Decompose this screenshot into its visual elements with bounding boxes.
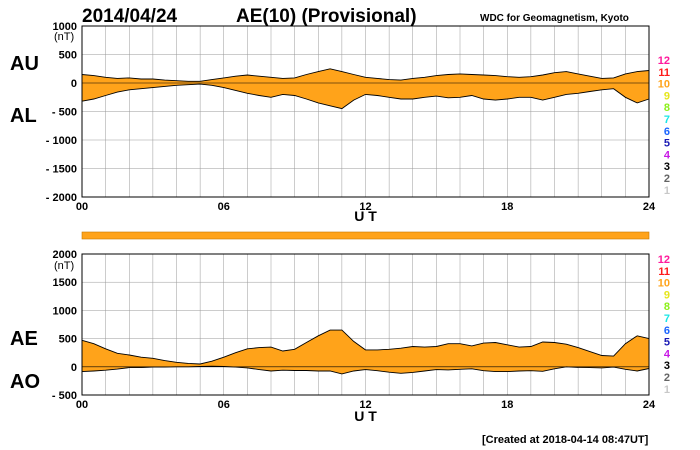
ao-label: AO — [10, 371, 40, 393]
scale-legend-item: 3 — [664, 161, 670, 173]
x-tick-label: 06 — [218, 201, 230, 213]
x-tick-label: 12 — [359, 201, 371, 213]
scale-legend-item: 6 — [664, 325, 670, 337]
status-band — [81, 231, 650, 240]
y-tick-label: 1000 — [53, 305, 77, 317]
unit-label: (nT) — [54, 260, 74, 272]
x-tick-label: 06 — [218, 399, 230, 411]
scale-legend-item: 3 — [664, 360, 670, 372]
y-tick-label: - 1000 — [46, 135, 77, 147]
scale-legend-item: 9 — [664, 90, 670, 102]
scale-legend-item: 5 — [664, 138, 670, 150]
x-axis-label: U T — [354, 208, 377, 224]
scale-legend-item: 11 — [658, 67, 670, 79]
chart-title: AE(10) (Provisional) — [236, 6, 417, 27]
ae-line — [81, 329, 650, 365]
scale-legend-item: 7 — [664, 114, 670, 126]
y-tick-label: - 1500 — [46, 164, 77, 176]
scale-legend-item: 6 — [664, 126, 670, 138]
y-tick-label: 1000 — [53, 21, 77, 33]
y-tick-label: - 500 — [52, 390, 77, 402]
ae-label: AE — [10, 328, 38, 350]
y-tick-label: - 500 — [52, 107, 77, 119]
scale-legend-item: 9 — [664, 289, 670, 301]
y-tick-label: 500 — [59, 334, 77, 346]
scale-legend-item: 4 — [664, 149, 671, 161]
scale-legend-item: 10 — [658, 79, 670, 91]
au-line — [81, 68, 650, 82]
scale-legend-item: 2 — [664, 173, 670, 185]
scale-legend-item: 5 — [664, 337, 670, 349]
scale-legend-item: 4 — [664, 348, 671, 360]
x-tick-label: 24 — [643, 201, 656, 213]
y-tick-label: 1500 — [53, 277, 77, 289]
x-tick-label: 18 — [501, 201, 513, 213]
scale-legend-item: 8 — [664, 301, 670, 313]
chart-source: WDC for Geomagnetism, Kyoto — [480, 13, 629, 24]
al-line — [81, 83, 650, 110]
y-tick-label: 0 — [71, 78, 77, 90]
created-timestamp: [Created at 2018-04-14 08:47UT] — [482, 434, 649, 446]
y-tick-label: 2000 — [53, 249, 77, 261]
scale-legend-item: 11 — [658, 266, 670, 278]
scale-legend-item: 12 — [658, 254, 670, 266]
x-tick-label: 18 — [501, 399, 513, 411]
scale-legend-item: 1 — [664, 185, 670, 197]
plot-frame — [81, 253, 650, 396]
unit-label: (nT) — [54, 31, 74, 43]
x-tick-label: 00 — [76, 201, 88, 213]
x-tick-label: 24 — [643, 399, 656, 411]
y-tick-label: - 2000 — [46, 192, 77, 204]
x-tick-label: 00 — [76, 399, 88, 411]
chart-date: 2014/04/24 — [82, 6, 178, 27]
scale-legend-item: 2 — [664, 372, 670, 384]
plot-frame — [81, 25, 650, 198]
scale-legend-item: 10 — [658, 278, 670, 290]
scale-legend-item: 12 — [658, 55, 670, 67]
x-tick-label: 12 — [359, 399, 371, 411]
au-label: AU — [10, 53, 39, 75]
y-tick-label: 0 — [71, 362, 77, 374]
al-label: AL — [10, 105, 37, 127]
ae-ao-area — [82, 330, 649, 374]
scale-legend-item: 7 — [664, 313, 670, 325]
y-tick-label: 500 — [59, 50, 77, 62]
scale-legend-item: 8 — [664, 102, 670, 114]
scale-legend-item: 1 — [664, 384, 670, 396]
x-axis-label: U T — [354, 408, 377, 424]
